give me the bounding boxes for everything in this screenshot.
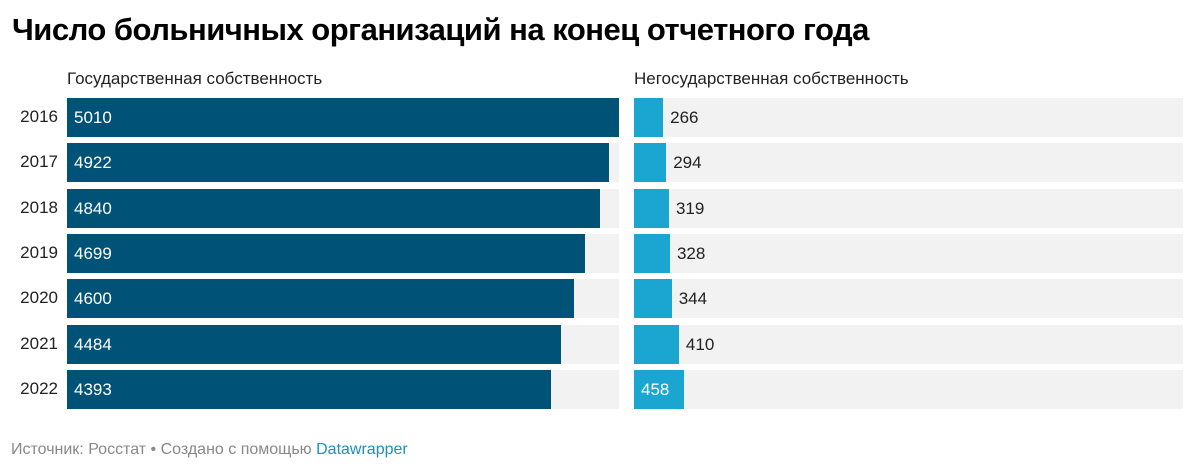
bar-background: [634, 369, 1183, 409]
bar-background: [634, 324, 1183, 364]
bar-state: [67, 98, 619, 137]
bar-state: [67, 143, 610, 183]
bar-state: [67, 369, 552, 409]
bar-background: [634, 233, 1183, 273]
year-label: 2016: [20, 107, 58, 126]
data-label: 4393: [74, 379, 112, 399]
data-label: 294: [673, 153, 702, 173]
panel-header-state: Государственная собственность: [67, 69, 323, 88]
data-label: 4922: [74, 153, 112, 173]
bar-private: [634, 188, 669, 228]
bar-private: [634, 279, 672, 319]
bar-private: [634, 369, 685, 409]
year-label: 2021: [20, 333, 58, 353]
data-label: 4484: [74, 334, 112, 354]
year-label: 2017: [20, 152, 58, 172]
data-label: 319: [675, 198, 705, 218]
data-label: 4840: [74, 198, 112, 218]
year-label: 2019: [20, 242, 58, 262]
bar-private: [634, 233, 670, 273]
bar-background: [634, 143, 1183, 183]
data-label: 344: [678, 289, 708, 309]
bar-state: [67, 233, 585, 273]
footer: Источник: Росстат • Создано с помощью Da…: [11, 441, 408, 459]
panel-header-private: Негосударственная собственность: [634, 69, 909, 88]
bar-state: [67, 188, 601, 228]
year-label: 2018: [20, 197, 58, 217]
bar-background: [634, 188, 1183, 228]
bar-private: [634, 98, 664, 137]
data-label: 266: [670, 108, 699, 127]
year-label: 2022: [20, 378, 58, 398]
source-text: Источник: Росстат • Создано с помощью: [11, 441, 317, 458]
data-label: 4600: [74, 289, 112, 309]
bar-background: [634, 279, 1183, 319]
chart-title: Число больничных организаций на конец от…: [12, 12, 869, 47]
bar-private: [634, 324, 679, 364]
bar-private: [634, 143, 667, 183]
bar-state: [67, 279, 574, 319]
year-label: 2020: [20, 288, 58, 308]
data-label: 410: [685, 334, 715, 354]
bar-background: [634, 98, 1183, 137]
data-label: 4699: [74, 243, 112, 263]
datawrapper-link[interactable]: Datawrapper: [316, 441, 408, 458]
data-label: 458: [641, 379, 670, 399]
data-label: 328: [676, 243, 706, 263]
data-label: 5010: [74, 108, 112, 127]
bar-state: [67, 324, 562, 364]
